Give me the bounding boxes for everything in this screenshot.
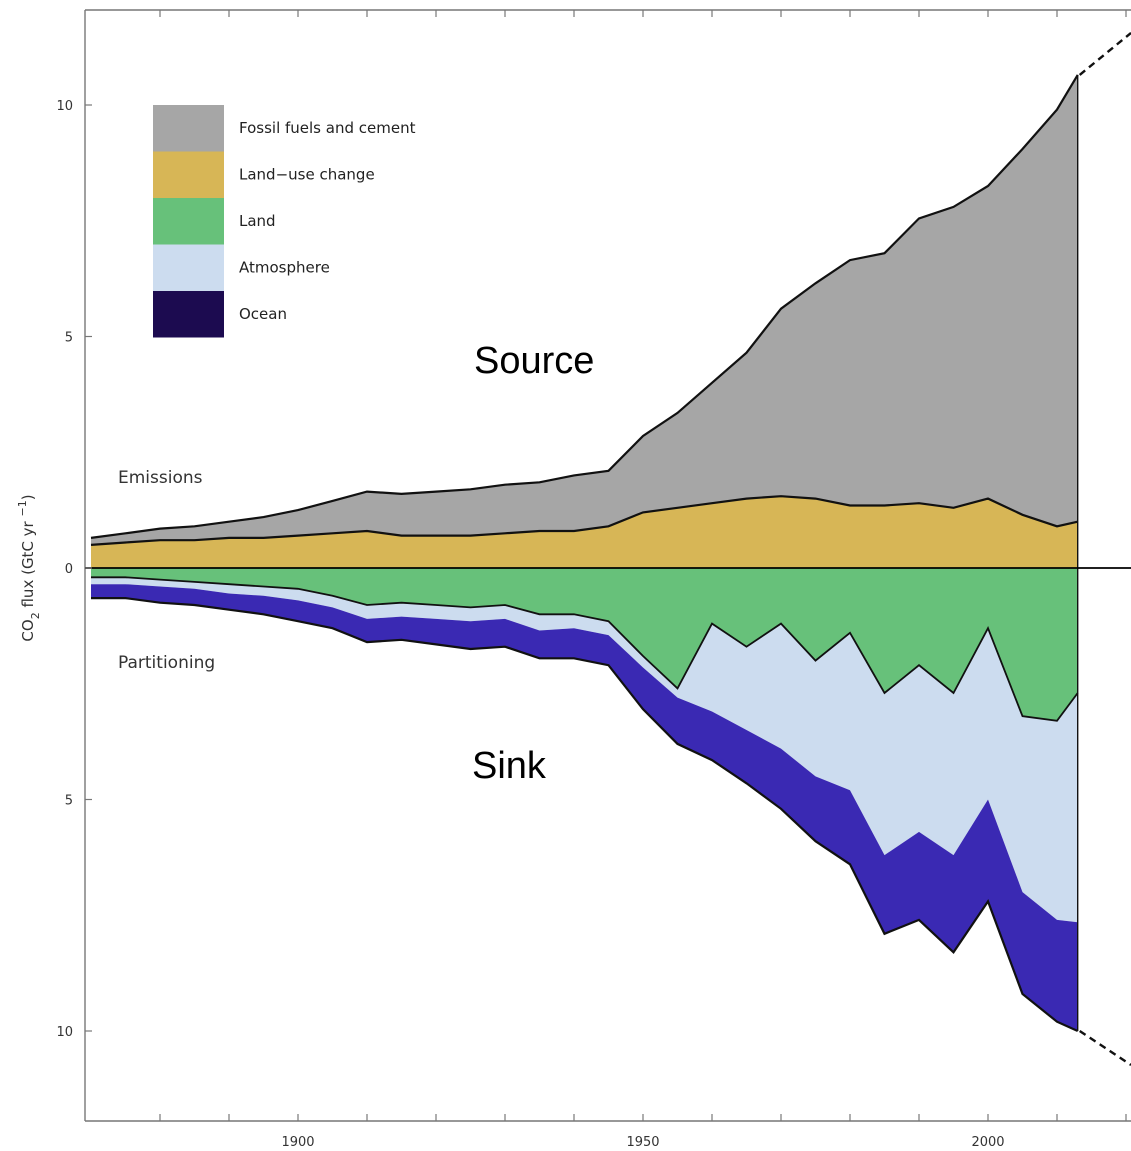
ylabel-mid: flux (GtC yr	[19, 517, 37, 613]
area-outlines	[90, 31, 1131, 1067]
y-tick-label: 0	[65, 562, 73, 577]
legend-label-fossil: Fossil fuels and cement	[239, 119, 416, 137]
x-ticks: 1900 1950 2000	[159, 10, 1127, 1150]
projection-dashed-top	[1078, 31, 1131, 76]
y-tick-label: 10	[56, 1025, 73, 1040]
stacked-areas	[91, 74, 1078, 1031]
x-tick-label: 1900	[281, 1135, 314, 1150]
legend: Fossil fuels and cement Land−use change La…	[153, 105, 416, 338]
legend-swatch-atmosphere	[153, 244, 224, 291]
legend-swatch-landuse	[153, 151, 224, 198]
legend-label-land: Land	[239, 212, 276, 230]
area-land-use-change	[91, 496, 1078, 568]
ylabel-sub: 2	[29, 612, 42, 619]
y-axis-label: CO2 flux (GtC yr −1)	[16, 494, 42, 641]
legend-swatch-land	[153, 198, 224, 245]
axes	[84, 9, 1131, 1122]
x-tick-label: 1950	[626, 1135, 659, 1150]
legend-label-ocean: Ocean	[239, 305, 287, 323]
area-land	[91, 568, 1078, 721]
y-tick-label: 5	[65, 794, 73, 809]
y-tick-label: 5	[65, 331, 73, 346]
annotation-sink: Sink	[472, 745, 547, 787]
legend-label-atmosphere: Atmosphere	[239, 259, 330, 277]
annotation-emissions: Emissions	[118, 468, 203, 488]
outline-land-bottom	[91, 576, 1079, 722]
legend-swatch-fossil	[153, 105, 224, 152]
y-ticks: 10 5 0 5 10	[56, 99, 92, 1040]
area-atmosphere	[91, 577, 1078, 923]
y-tick-label: 10	[56, 99, 73, 114]
ylabel-end: )	[19, 494, 37, 500]
ylabel-sup: −1	[16, 500, 29, 516]
x-tick-label: 2000	[971, 1135, 1004, 1150]
area-fossil-fuels-and-cement	[91, 74, 1078, 545]
outline-ocean-bottom	[91, 597, 1079, 1033]
outline-land-use-top	[90, 495, 1078, 546]
outline-fossil-top	[90, 74, 1079, 539]
legend-swatch-ocean	[153, 291, 224, 338]
ylabel-co: CO	[19, 619, 37, 641]
legend-label-landuse: Land−use change	[239, 166, 375, 184]
annotation-partitioning: Partitioning	[118, 653, 215, 673]
annotation-source: Source	[474, 340, 594, 382]
projection-dashed-bottom	[1079, 1029, 1131, 1067]
